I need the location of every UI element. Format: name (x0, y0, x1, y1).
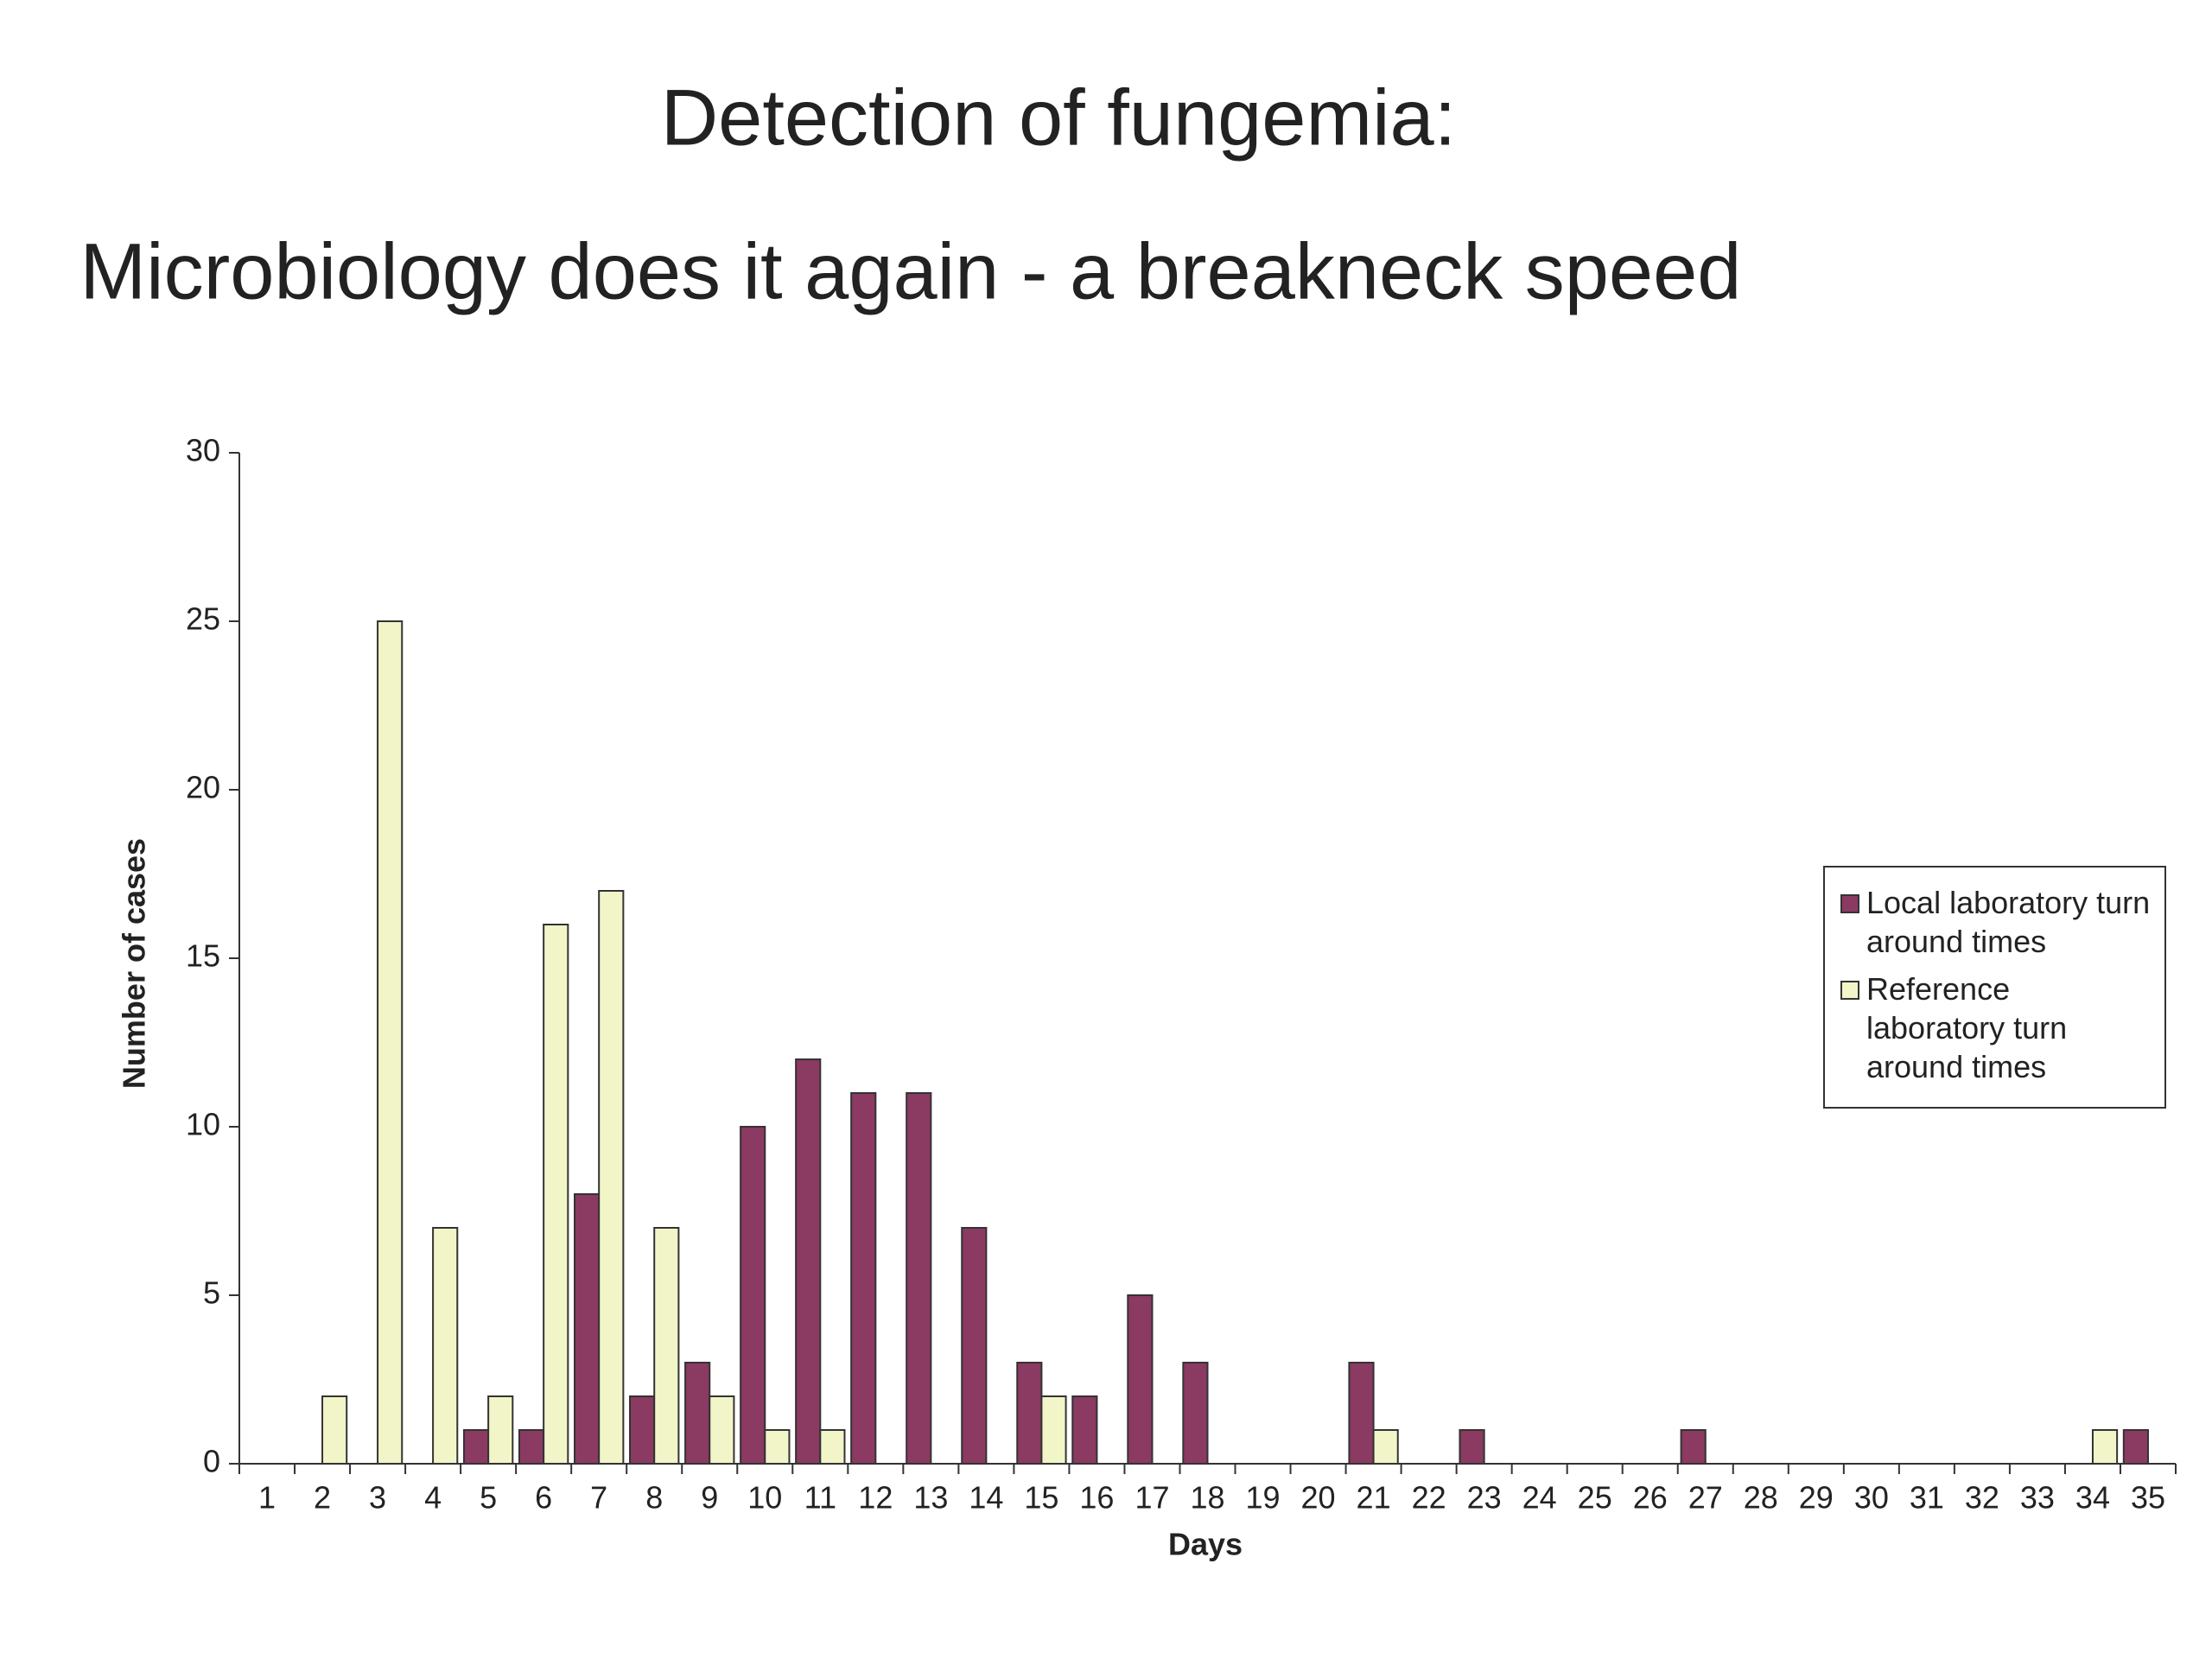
x-tick-label: 18 (1190, 1480, 1224, 1516)
x-tick-label: 28 (1744, 1480, 1778, 1516)
y-tick-label: 0 (203, 1444, 220, 1479)
x-tick-label: 20 (1301, 1480, 1336, 1516)
x-tick-label: 31 (1910, 1480, 1944, 1516)
bar (709, 1395, 735, 1465)
x-tick-label: 16 (1079, 1480, 1114, 1516)
bar (1459, 1429, 1485, 1465)
bar (543, 924, 569, 1465)
bar (906, 1092, 932, 1465)
bar (740, 1126, 766, 1465)
legend-entry: Reference laboratory turn around times (1840, 969, 2156, 1086)
legend-entry: Local laboratory turn around times (1840, 883, 2156, 961)
x-tick-label: 3 (369, 1480, 386, 1516)
x-tick-label: 23 (1467, 1480, 1502, 1516)
y-tick-label: 5 (203, 1275, 220, 1311)
x-tick-label: 1 (258, 1480, 276, 1516)
x-tick-label: 21 (1357, 1480, 1391, 1516)
x-tick-label: 27 (1688, 1480, 1723, 1516)
bar (1040, 1395, 1067, 1465)
bar (432, 1227, 459, 1465)
x-tick-label: 32 (1965, 1480, 1999, 1516)
x-tick-label: 33 (2020, 1480, 2055, 1516)
x-axis-label: Days (1168, 1527, 1243, 1562)
legend-swatch (1840, 894, 1859, 913)
bar (462, 1429, 490, 1465)
x-tick-label: 34 (2075, 1480, 2110, 1516)
bar (518, 1429, 545, 1465)
bar (684, 1362, 711, 1465)
bar (1016, 1362, 1043, 1465)
x-tick-label: 30 (1854, 1480, 1889, 1516)
x-tick-label: 35 (2131, 1480, 2165, 1516)
x-tick-label: 8 (645, 1480, 663, 1516)
bar (2122, 1429, 2149, 1465)
x-tick-label: 10 (747, 1480, 782, 1516)
x-tick-label: 12 (858, 1480, 893, 1516)
x-tick-label: 4 (424, 1480, 442, 1516)
chart-subtitle: Microbiology does it again - a breakneck… (80, 227, 1742, 315)
x-tick-label: 22 (1412, 1480, 1446, 1516)
x-tick-label: 29 (1799, 1480, 1834, 1516)
x-tick-label: 19 (1246, 1480, 1281, 1516)
bar (1372, 1429, 1399, 1465)
bar (819, 1429, 846, 1465)
y-tick-label: 30 (186, 433, 220, 468)
x-tick-label: 5 (480, 1480, 497, 1516)
bar (2091, 1429, 2119, 1465)
x-tick-label: 13 (913, 1480, 948, 1516)
bar (764, 1429, 791, 1465)
bar (795, 1058, 822, 1465)
bar (1182, 1362, 1209, 1465)
bar (1127, 1294, 1154, 1465)
x-tick-label: 25 (1578, 1480, 1612, 1516)
x-tick-label: 15 (1024, 1480, 1058, 1516)
legend-label: Reference laboratory turn around times (1866, 971, 2068, 1084)
chart-title: Detection of fungemia: (661, 73, 1457, 162)
x-tick-label: 7 (590, 1480, 607, 1516)
x-tick-label: 6 (535, 1480, 552, 1516)
x-tick-label: 26 (1633, 1480, 1668, 1516)
legend-swatch (1840, 981, 1859, 1000)
y-axis-label: Number of cases (117, 838, 152, 1089)
y-tick-label: 15 (186, 938, 220, 974)
bar (850, 1092, 877, 1465)
y-tick-label: 10 (186, 1107, 220, 1142)
y-tick-label: 25 (186, 601, 220, 637)
x-tick-label: 11 (804, 1480, 836, 1516)
bar (487, 1395, 514, 1465)
bar (321, 1395, 348, 1465)
y-tick-label: 20 (186, 770, 220, 805)
bar (961, 1227, 988, 1465)
bar (598, 890, 625, 1465)
x-tick-label: 17 (1135, 1480, 1169, 1516)
x-tick-label: 24 (1522, 1480, 1557, 1516)
x-tick-label: 9 (701, 1480, 718, 1516)
legend: Local laboratory turn around times Refere… (1823, 866, 2166, 1109)
bar (574, 1193, 601, 1465)
legend-label: Local laboratory turn around times (1866, 885, 2151, 959)
bar (629, 1395, 656, 1465)
x-tick-label: 2 (314, 1480, 331, 1516)
bar (653, 1227, 680, 1465)
bar (377, 620, 404, 1465)
bar (1680, 1429, 1707, 1465)
bar (1071, 1395, 1098, 1465)
bar (1348, 1362, 1375, 1465)
x-tick-label: 14 (969, 1480, 1003, 1516)
